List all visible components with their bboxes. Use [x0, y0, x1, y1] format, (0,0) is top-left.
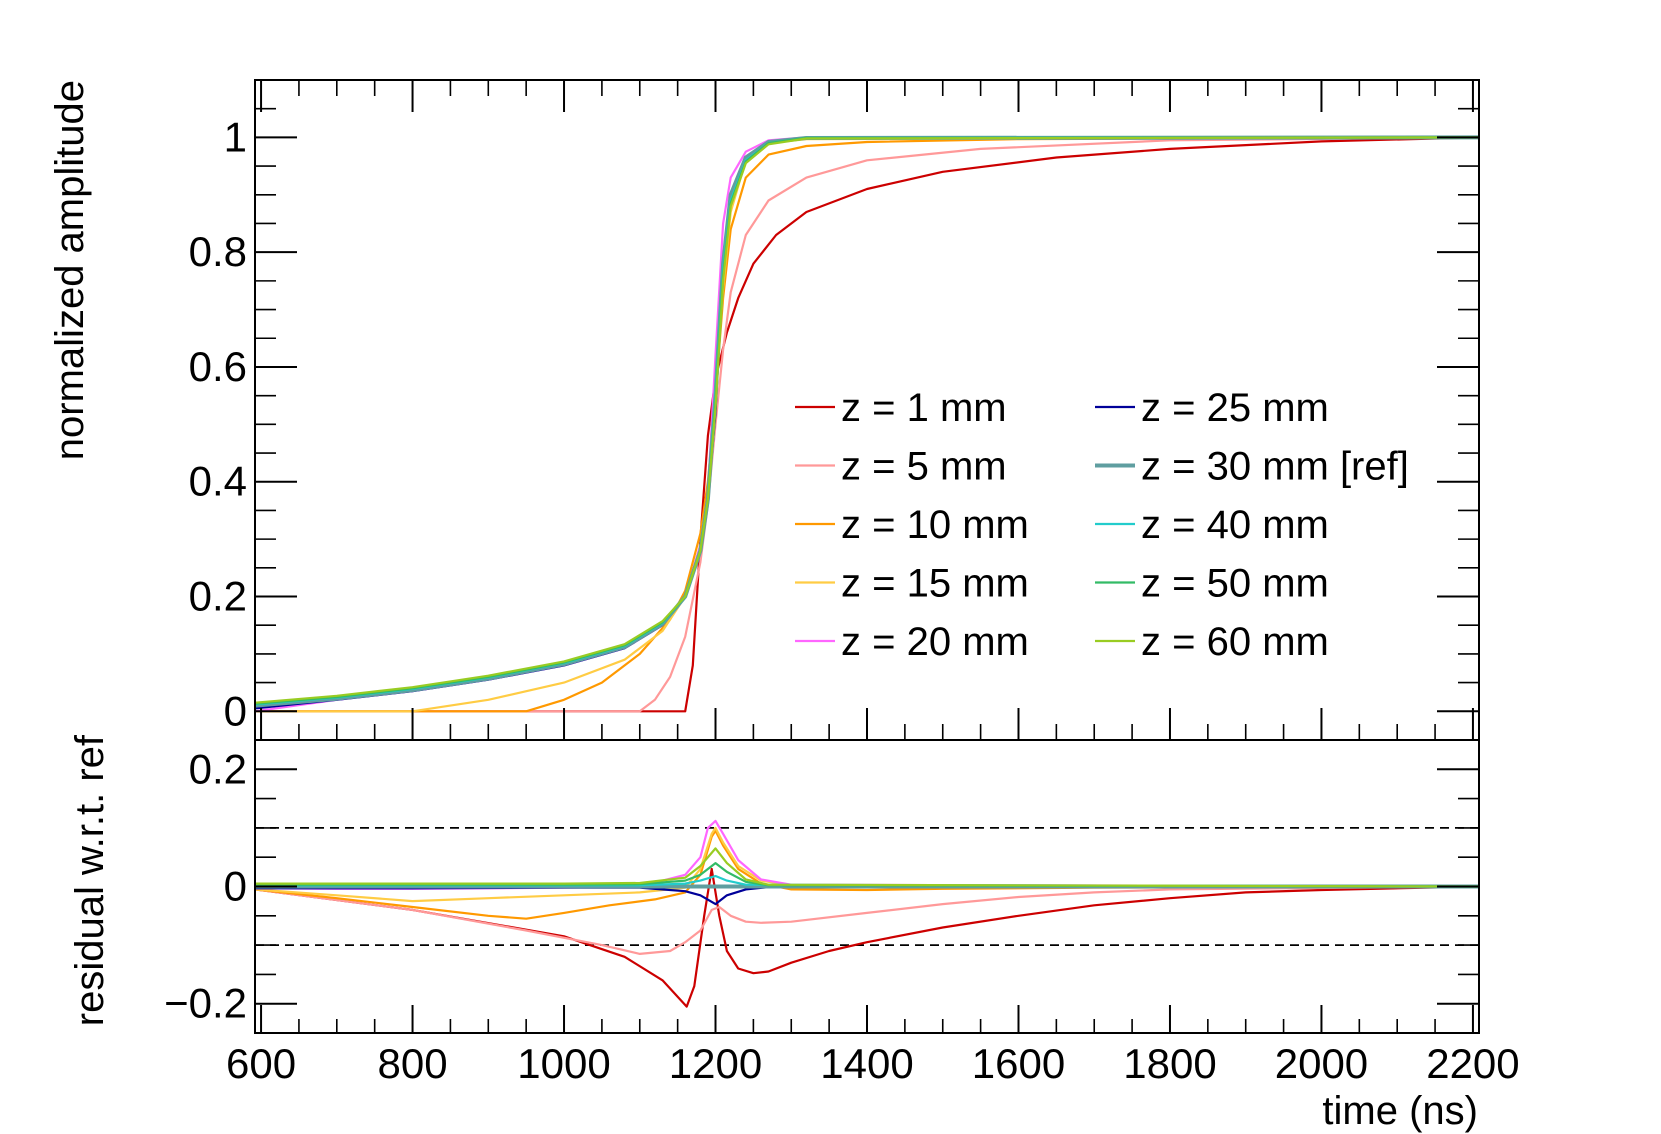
bottom-panel: −0.2 0 0.2 600 800 1000 1200 1400 1600 1800 2000 22… — [68, 734, 1520, 1133]
bottom-series-z-15-mm — [254, 826, 1480, 903]
top-series-z-60-mm — [254, 136, 1480, 704]
top-y-tick-label: 0.2 — [189, 573, 247, 620]
x-axis-label: time (ns) — [1322, 1089, 1478, 1133]
legend-label: z = 1 mm — [841, 386, 1007, 430]
top-y-tick-label: 0 — [224, 687, 247, 734]
legend-entry-z-30-mm-ref: z = 30 mm [ref] — [1095, 445, 1409, 489]
legend-entry-z-20-mm: z = 20 mm — [795, 620, 1029, 664]
top-series-z-1-mm — [255, 136, 1480, 713]
legend-entry-z-25-mm: z = 25 mm — [1095, 386, 1329, 430]
top-series-lines — [254, 135, 1480, 713]
x-tick-label: 1600 — [972, 1040, 1065, 1087]
legend-label: z = 50 mm — [1141, 562, 1329, 606]
bottom-series-z-1-mm — [254, 867, 1480, 1008]
legend-entry-z-40-mm: z = 40 mm — [1095, 503, 1329, 547]
legend-label: z = 20 mm — [841, 620, 1029, 664]
top-axis-ticks: 0 0.2 0.4 0.6 0.8 1 — [189, 80, 1479, 741]
legend-entry-z-10-mm: z = 10 mm — [795, 503, 1029, 547]
legend-label: z = 10 mm — [841, 503, 1029, 547]
legend-entry-z-1-mm: z = 1 mm — [795, 386, 1007, 430]
top-y-tick-label: 0.4 — [189, 458, 247, 505]
bottom-series-z-10-mm — [254, 829, 1480, 920]
legend-label: z = 30 mm [ref] — [1141, 445, 1409, 489]
x-tick-label: 1000 — [517, 1040, 610, 1087]
legend-entry-z-15-mm: z = 15 mm — [795, 562, 1029, 606]
bottom-series-z-20-mm — [254, 819, 1480, 890]
top-series-z-5-mm — [255, 136, 1480, 713]
bottom-series-z-5-mm — [254, 885, 1480, 956]
bottom-series-lines — [254, 819, 1480, 1008]
x-tick-label: 600 — [226, 1040, 296, 1087]
bottom-y-tick-label: 0.2 — [189, 745, 247, 792]
bottom-y-axis-label: residual w.r.t. ref — [68, 734, 112, 1026]
top-y-tick-label: 0.6 — [189, 343, 247, 390]
legend: z = 1 mm z = 5 mm z = 10 mm z = 15 mm z = 20… — [795, 386, 1409, 664]
top-y-axis-label: normalized amplitude — [48, 80, 92, 460]
top-y-tick-label: 0.8 — [189, 228, 247, 275]
legend-label: z = 60 mm — [1141, 620, 1329, 664]
bottom-axis-ticks: −0.2 0 0.2 600 800 1000 1200 1400 1600 1800 2000 22… — [164, 745, 1520, 1087]
x-tick-label: 1800 — [1123, 1040, 1216, 1087]
bottom-y-tick-label: −0.2 — [164, 980, 247, 1027]
bottom-series-z-60-mm — [255, 847, 1480, 888]
legend-label: z = 5 mm — [841, 445, 1007, 489]
legend-entry-z-50-mm: z = 50 mm — [1095, 562, 1329, 606]
bottom-series-z-50-mm — [255, 861, 1480, 888]
top-panel: 0 0.2 0.4 0.6 0.8 1 normalized amplitude z = … — [48, 79, 1480, 741]
x-tick-label: 800 — [378, 1040, 448, 1087]
x-tick-label: 1200 — [669, 1040, 762, 1087]
legend-label: z = 40 mm — [1141, 503, 1329, 547]
legend-entry-z-5-mm: z = 5 mm — [795, 445, 1007, 489]
x-tick-label: 1400 — [820, 1040, 913, 1087]
bottom-reference-lines — [255, 827, 1479, 946]
legend-label: z = 25 mm — [1141, 386, 1329, 430]
legend-entry-z-60-mm: z = 60 mm — [1095, 620, 1329, 664]
x-tick-label: 2000 — [1275, 1040, 1368, 1087]
x-tick-label: 2200 — [1426, 1040, 1519, 1087]
top-y-tick-label: 1 — [224, 113, 247, 160]
bottom-y-tick-label: 0 — [224, 863, 247, 910]
legend-label: z = 15 mm — [841, 562, 1029, 606]
